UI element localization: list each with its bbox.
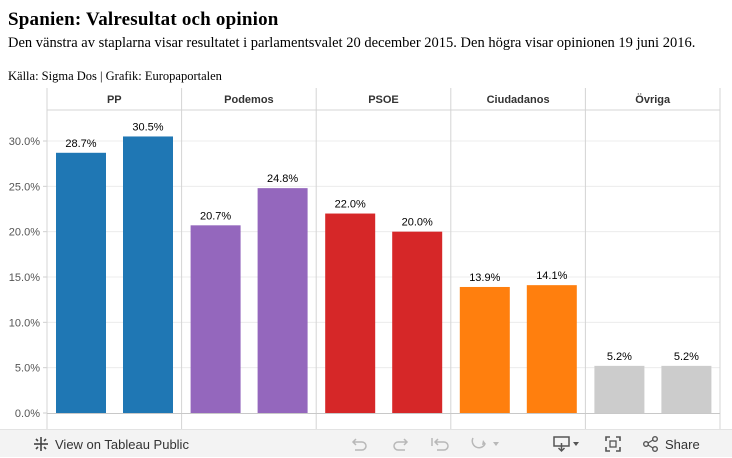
tableau-toolbar: View on Tableau Public [0,429,732,457]
bar-value-label: 20.0% [402,217,433,229]
bar [190,225,241,413]
y-tick-label: 10.0% [9,317,40,329]
y-tick-label: 20.0% [9,227,40,239]
bar [661,365,712,413]
fullscreen-icon [605,436,621,452]
bar-value-label: 14.1% [536,270,567,282]
bar-chart: 0.0% 5.0% 10.0% 15.0% 20.0% 25.0% 30.0% PP 28.7%… [9,88,721,429]
bar-value-label: 28.7% [65,138,96,150]
bar-value-label: 5.2% [674,351,699,363]
category-label: PSOE [368,94,399,106]
category-label: Övriga [635,93,671,106]
revert-icon [431,438,449,451]
category-label: Podemos [224,94,274,106]
chart-subtitle: Den vänstra av staplarna visar resultate… [8,35,696,51]
bar [594,365,645,413]
tableau-logo-icon [34,437,48,451]
chart-source: Källa: Sigma Dos | Grafik: Europaportale… [8,69,222,83]
bar-value-label: 24.8% [267,173,298,185]
bar [526,285,577,413]
undo-icon [351,438,367,451]
bar-value-label: 22.0% [335,199,366,211]
pause-icon [471,437,499,449]
share-icon [643,436,658,452]
bar [56,152,106,413]
download-button[interactable] [552,430,582,458]
bar [123,136,173,413]
pause-updates-button[interactable] [470,430,502,458]
bar [257,188,308,413]
redo-icon [393,438,409,451]
share-button[interactable]: Share [642,430,700,458]
bar-value-label: 5.2% [607,351,632,363]
y-tick-label: 25.0% [9,181,40,193]
bar-value-label: 20.7% [200,210,231,222]
bar-value-label: 30.5% [132,121,163,133]
chart-title: Spanien: Valresultat och opinion [8,9,279,30]
y-tick-label: 5.0% [15,363,40,375]
y-tick-label: 30.0% [9,136,40,148]
bar-value-label: 13.9% [469,272,500,284]
category-header-band [47,88,720,110]
category-label: PP [107,94,122,106]
download-icon [553,436,579,453]
bar [392,231,443,413]
share-label: Share [665,436,700,452]
revert-button[interactable] [430,430,452,458]
category-label: Ciudadanos [487,94,550,106]
fullscreen-button[interactable] [604,430,622,458]
view-on-tableau-label: View on Tableau Public [55,436,189,452]
undo-button[interactable] [350,430,370,458]
redo-button[interactable] [390,430,410,458]
y-tick-label: 15.0% [9,272,40,284]
view-on-tableau-button[interactable]: View on Tableau Public [32,430,189,458]
y-tick-label: 0.0% [15,408,40,420]
bar [325,213,376,413]
bar [459,286,510,413]
